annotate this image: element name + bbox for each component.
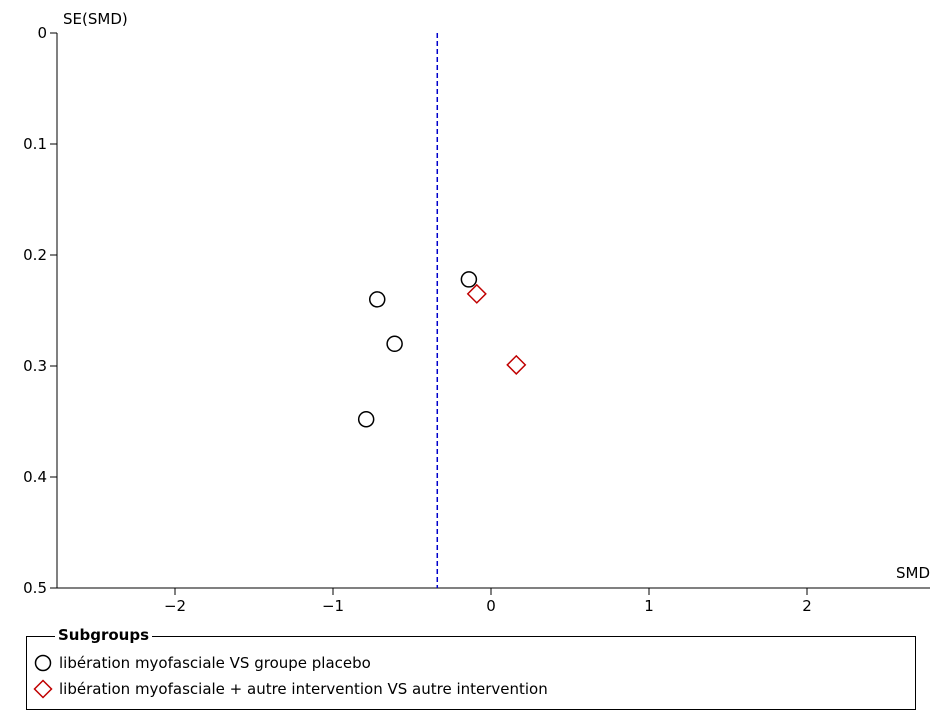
- diamond-marker-icon: [33, 679, 53, 699]
- legend-label-placebo: libération myofasciale VS groupe placebo: [59, 654, 371, 672]
- legend-item-intervention: libération myofasciale + autre intervent…: [33, 679, 548, 699]
- y-tick-label: 0: [37, 24, 47, 42]
- x-axis-label: SMD: [896, 564, 930, 582]
- circle-data-point: [386, 335, 403, 353]
- legend-label-intervention: libération myofasciale + autre intervent…: [59, 680, 548, 698]
- circle-data-point: [368, 291, 386, 308]
- y-tick-label: 0.3: [23, 357, 47, 375]
- axes: 0 0.1 0.2 0.3 0.4 0.5 −2 −1 0 1 2: [23, 24, 930, 615]
- circle-data-point: [460, 271, 478, 288]
- y-axis-label: SE(SMD): [63, 10, 128, 28]
- y-tick-label: 0.1: [23, 135, 47, 153]
- x-tick-label: 2: [802, 597, 812, 615]
- x-tick-label: 1: [644, 597, 654, 615]
- x-tick-label: 0: [486, 597, 496, 615]
- diamond-data-point: [506, 354, 527, 375]
- circle-data-point: [357, 411, 375, 428]
- x-tick-label: −2: [164, 597, 186, 615]
- data-points: [357, 271, 527, 428]
- x-tick-label: −1: [322, 597, 344, 615]
- legend: Subgroups libération myofasciale VS grou…: [26, 626, 916, 710]
- y-tick-label: 0.2: [23, 246, 47, 264]
- diamond-data-point: [466, 283, 487, 304]
- y-tick-label: 0.5: [23, 579, 47, 597]
- funnel-plot: 0 0.1 0.2 0.3 0.4 0.5 −2 −1 0 1 2 SE(SMD) SMD: [23, 10, 930, 615]
- circle-marker-icon: [34, 654, 52, 672]
- legend-item-placebo: libération myofasciale VS groupe placebo: [33, 653, 371, 673]
- legend-title: Subgroups: [55, 626, 153, 644]
- y-tick-label: 0.4: [23, 468, 47, 486]
